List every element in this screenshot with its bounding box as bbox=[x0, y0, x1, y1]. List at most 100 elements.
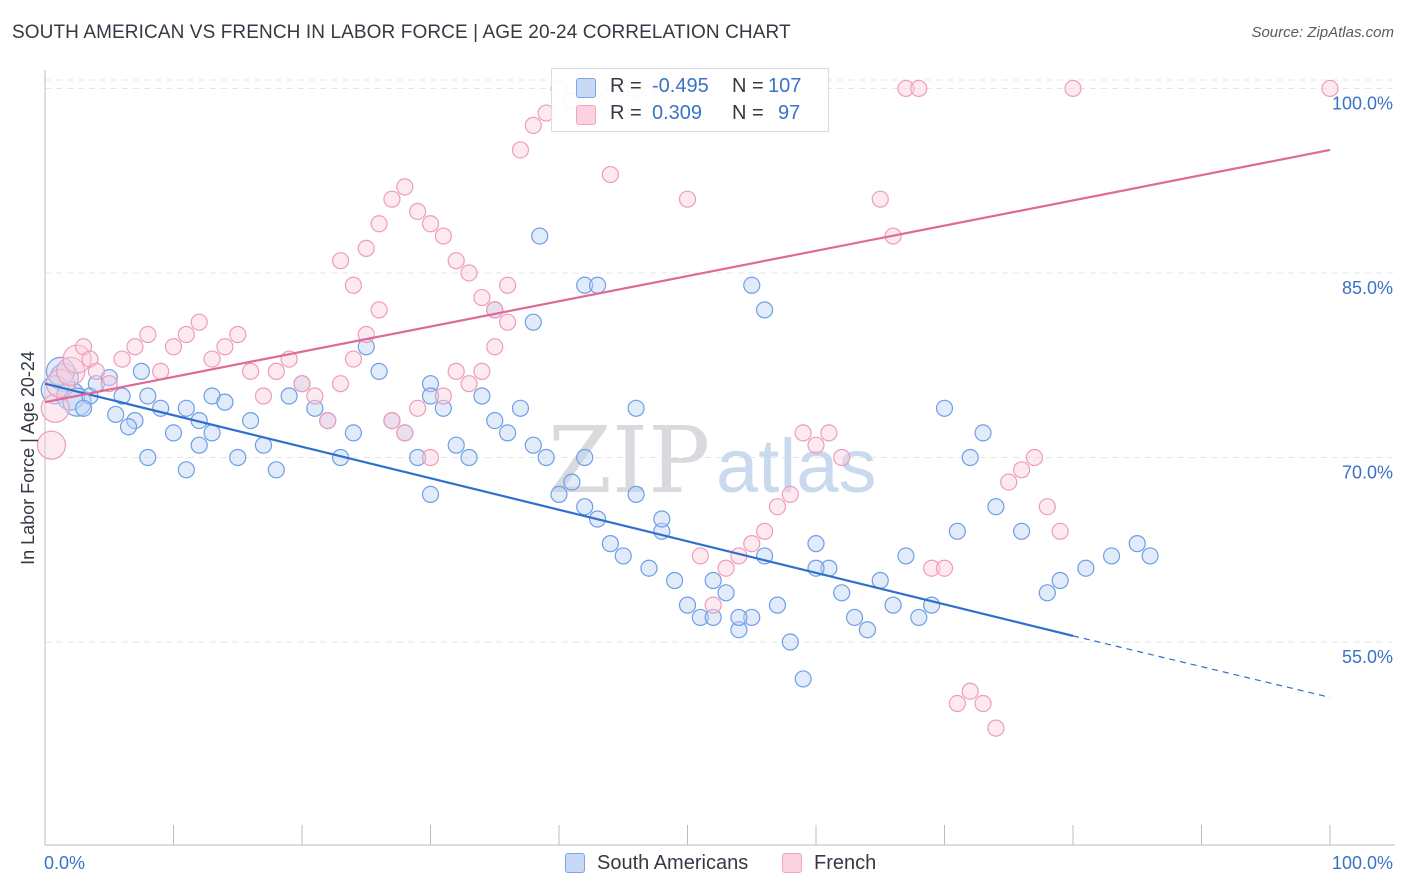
data-point bbox=[910, 608, 928, 627]
data-point bbox=[409, 399, 427, 417]
legend-row-french: R = 0.309 N = 97 bbox=[552, 100, 828, 128]
data-point bbox=[511, 399, 530, 417]
data-point bbox=[871, 190, 889, 208]
n-label: N = bbox=[732, 75, 764, 97]
data-point bbox=[434, 387, 452, 405]
data-point bbox=[768, 498, 787, 516]
data-point bbox=[132, 362, 150, 380]
data-point bbox=[820, 424, 838, 442]
data-point bbox=[499, 276, 517, 294]
data-point bbox=[396, 424, 414, 442]
watermark-atlas: atlas bbox=[716, 424, 877, 509]
data-point bbox=[74, 399, 93, 417]
data-point bbox=[306, 387, 324, 405]
data-point bbox=[768, 596, 787, 614]
x-tick-label: 0.0% bbox=[44, 853, 85, 873]
data-point bbox=[974, 694, 992, 713]
data-point bbox=[717, 559, 735, 577]
data-point bbox=[833, 584, 851, 602]
data-point bbox=[807, 535, 825, 553]
data-point bbox=[531, 227, 549, 245]
data-point bbox=[242, 362, 260, 380]
data-point bbox=[948, 694, 966, 713]
data-point bbox=[730, 621, 748, 639]
data-point bbox=[216, 338, 234, 356]
data-point bbox=[678, 190, 697, 208]
data-point bbox=[242, 411, 260, 430]
data-point bbox=[460, 375, 478, 393]
data-point bbox=[203, 424, 221, 442]
data-point bbox=[653, 510, 671, 528]
data-point bbox=[107, 405, 125, 424]
data-point bbox=[87, 362, 106, 380]
data-point bbox=[730, 608, 748, 627]
data-point bbox=[177, 399, 195, 417]
data-point bbox=[987, 719, 1005, 737]
r-value: 0.309 bbox=[652, 102, 703, 124]
watermark: ZIP atlas bbox=[548, 407, 877, 514]
data-point bbox=[961, 682, 979, 700]
data-point bbox=[576, 448, 594, 467]
chart-title: SOUTH AMERICAN VS FRENCH IN LABOR FORCE … bbox=[12, 22, 791, 43]
data-point bbox=[1038, 584, 1056, 602]
data-point bbox=[383, 190, 401, 208]
data-point bbox=[537, 448, 555, 467]
data-point bbox=[421, 485, 440, 504]
legend-swatch-pink bbox=[782, 853, 802, 873]
south-americans-trend-line bbox=[44, 382, 1074, 637]
legend-swatch-pink bbox=[576, 105, 596, 125]
data-point bbox=[177, 325, 195, 344]
data-point bbox=[460, 264, 478, 282]
data-point bbox=[190, 436, 208, 454]
data-point bbox=[45, 356, 76, 386]
data-point bbox=[691, 547, 709, 565]
data-point bbox=[601, 535, 620, 553]
data-point bbox=[499, 313, 517, 331]
n-value: 97 bbox=[778, 102, 801, 124]
data-point bbox=[434, 227, 452, 245]
data-point bbox=[344, 276, 362, 294]
legend-row-south-americans: R = -0.495 N = 107 bbox=[552, 73, 828, 101]
data-point bbox=[119, 418, 138, 436]
watermark-zip: ZIP bbox=[548, 407, 710, 514]
data-point bbox=[357, 239, 375, 257]
legend-swatch-blue bbox=[565, 853, 585, 873]
r-label: R = bbox=[610, 102, 642, 124]
data-point bbox=[319, 411, 337, 430]
data-point bbox=[794, 670, 812, 688]
data-point bbox=[139, 325, 157, 344]
data-point bbox=[743, 276, 761, 294]
data-point bbox=[1141, 547, 1159, 565]
data-point bbox=[884, 596, 902, 614]
data-point bbox=[1051, 571, 1069, 590]
data-point bbox=[576, 276, 594, 294]
data-point bbox=[614, 547, 632, 565]
data-point bbox=[1077, 559, 1095, 577]
data-point bbox=[280, 387, 298, 405]
data-point bbox=[781, 633, 799, 651]
data-point bbox=[1000, 473, 1018, 491]
data-point bbox=[447, 252, 465, 270]
data-point bbox=[524, 436, 542, 454]
data-point bbox=[203, 350, 221, 368]
data-point bbox=[421, 215, 440, 233]
data-point bbox=[460, 448, 478, 467]
data-point bbox=[499, 424, 517, 442]
y-axis-label: In Labor Force | Age 20-24 bbox=[18, 351, 38, 565]
data-point bbox=[139, 387, 157, 405]
data-point bbox=[550, 485, 568, 504]
source-label: Source: ZipAtlas.com bbox=[1251, 24, 1394, 41]
data-point bbox=[396, 178, 414, 196]
data-point bbox=[473, 362, 491, 380]
data-point bbox=[935, 559, 954, 577]
data-point bbox=[961, 448, 979, 467]
y-tick-label: 100.0% bbox=[1332, 93, 1393, 113]
data-point bbox=[409, 202, 427, 221]
x-tick-label: 100.0% bbox=[1332, 853, 1393, 873]
data-point bbox=[910, 79, 928, 98]
data-point bbox=[421, 448, 440, 467]
data-point bbox=[691, 608, 709, 627]
data-point bbox=[807, 436, 825, 454]
data-point bbox=[1128, 535, 1146, 553]
